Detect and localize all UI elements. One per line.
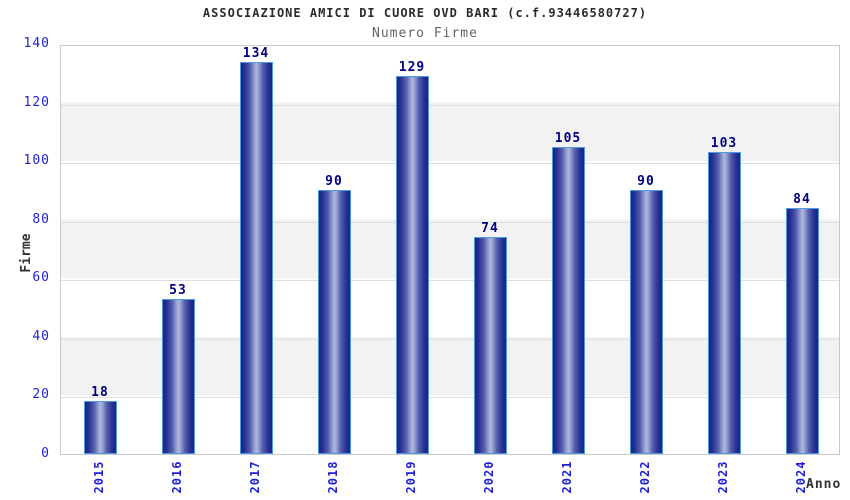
gridline-20 <box>61 397 839 399</box>
bar-2017 <box>239 61 273 454</box>
bar-value-label-2019: 129 <box>398 60 426 76</box>
bar-2024 <box>785 208 819 454</box>
plot-area: 18 53 134 90 129 74 105 90 103 84 <box>60 45 840 455</box>
y-tick-label-80: 80 <box>32 211 50 227</box>
x-tick-label-2015: 2015 <box>92 460 106 494</box>
x-tick-label-2019: 2019 <box>404 460 418 494</box>
gridline-100 <box>61 163 839 165</box>
x-tick-label-2022: 2022 <box>638 460 652 494</box>
y-axis-title: Firme <box>19 233 34 273</box>
bar-2020 <box>473 237 507 454</box>
bar-value-label-2024: 84 <box>793 192 811 207</box>
gridline-80 <box>61 221 839 223</box>
bar-value-label-2015: 18 <box>91 385 109 401</box>
bar-value-label-2021: 105 <box>554 130 582 146</box>
bar-value-label-2020: 74 <box>481 221 499 237</box>
bar-2018 <box>317 190 351 454</box>
bar-2023 <box>707 152 741 454</box>
gridline-40 <box>61 338 839 340</box>
x-axis-title: Anno <box>806 477 842 492</box>
bar-value-label-2023: 103 <box>710 136 738 152</box>
gridline-60 <box>61 280 839 282</box>
y-tick-label-20: 20 <box>32 387 50 403</box>
bar-2021 <box>551 146 585 454</box>
y-tick-label-0: 0 <box>41 446 50 461</box>
bar-2022 <box>629 190 663 454</box>
bar-value-label-2018: 90 <box>325 174 343 190</box>
bar-2019 <box>395 76 429 454</box>
bar-2016 <box>161 298 195 454</box>
x-tick-label-2021: 2021 <box>560 460 574 494</box>
bar-2015 <box>83 401 117 454</box>
bar-value-label-2017: 134 <box>242 45 270 61</box>
x-tick-label-2020: 2020 <box>482 460 496 494</box>
y-tick-label-140: 140 <box>23 36 50 51</box>
bar-value-label-2022: 90 <box>637 174 655 190</box>
chart-subtitle: Numero Firme <box>372 26 478 41</box>
x-tick-label-2018: 2018 <box>326 460 340 494</box>
y-tick-label-120: 120 <box>23 94 50 110</box>
y-tick-label-60: 60 <box>32 270 50 286</box>
y-tick-label-100: 100 <box>23 153 50 169</box>
x-tick-label-2016: 2016 <box>170 460 184 494</box>
gridline-120 <box>61 104 839 106</box>
x-tick-label-2023: 2023 <box>716 460 730 494</box>
bar-value-label-2016: 53 <box>169 282 187 298</box>
x-tick-label-2017: 2017 <box>248 460 262 494</box>
y-tick-label-40: 40 <box>32 328 50 344</box>
chart-title: ASSOCIAZIONE AMICI DI CUORE OVD BARI (c.… <box>202 6 648 20</box>
